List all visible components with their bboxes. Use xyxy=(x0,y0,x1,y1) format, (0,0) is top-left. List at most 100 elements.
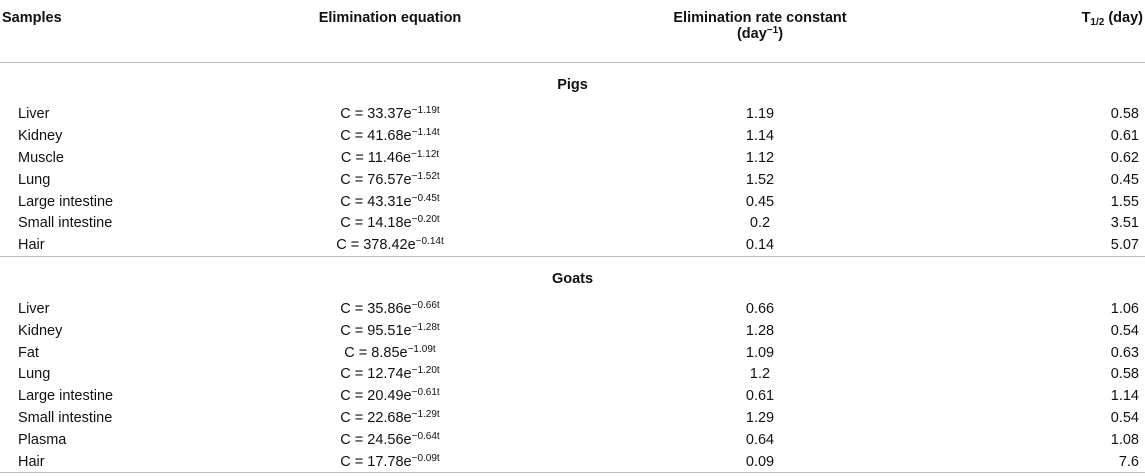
equation-cell: C = 33.37e−1.19t xyxy=(230,104,550,126)
equation-cell: C = 95.51e−1.28t xyxy=(230,320,550,342)
equation-cell: C = 378.42e−0.14t xyxy=(230,234,550,256)
group-row: Pigs xyxy=(0,62,1145,104)
header-equation: Elimination equation xyxy=(318,10,462,26)
half-life-cell: 0.61 xyxy=(1110,128,1139,145)
equation-base: C = 95.51e xyxy=(340,322,412,339)
table-row: Hair C = 378.42e−0.14t 0.14 5.07 xyxy=(0,234,1145,257)
rate-constant-cell: 0.64 xyxy=(745,431,775,448)
header-rate-suffix: ) xyxy=(778,26,784,42)
half-life-cell: 0.54 xyxy=(1110,409,1139,426)
equation-cell: C = 43.31e−0.45t xyxy=(230,191,550,213)
equation-exponent: −0.61t xyxy=(411,387,440,399)
sample-cell: Plasma xyxy=(18,431,67,448)
table-row: Kidney C = 95.51e−1.28t 1.28 0.54 xyxy=(0,320,1145,342)
equation-cell: C = 8.85e−1.09t xyxy=(230,342,550,364)
equation-base: C = 22.68e xyxy=(340,409,412,426)
equation-cell: C = 17.78e−0.09t xyxy=(230,451,550,473)
half-life-cell: 0.62 xyxy=(1110,149,1139,166)
table-row: Small intestine C = 22.68e−1.29t 1.29 0.54 xyxy=(0,407,1145,429)
half-life-cell: 5.07 xyxy=(1110,237,1139,254)
sample-cell: Lung xyxy=(18,171,51,188)
equation-base: C = 20.49e xyxy=(340,388,412,405)
equation-base: C = 35.86e xyxy=(340,300,412,317)
equation-exponent: −1.12t xyxy=(411,148,440,160)
header-samples: Samples xyxy=(2,10,62,26)
sample-cell: Kidney xyxy=(18,128,63,145)
rate-constant-cell: 1.2 xyxy=(749,366,771,383)
half-life-cell: 1.08 xyxy=(1110,431,1139,448)
equation-cell: C = 11.46e−1.12t xyxy=(230,147,550,169)
header-row: Samples Elimination equation Elimination… xyxy=(0,0,1145,62)
half-life-cell: 0.63 xyxy=(1110,344,1139,361)
table-row: Hair C = 17.78e−0.09t 0.09 7.6 xyxy=(0,451,1145,473)
half-life-cell: 0.45 xyxy=(1110,171,1139,188)
header-rate-constant: Elimination rate constant (day−1) xyxy=(550,0,970,62)
table-row: Small intestine C = 14.18e−0.20t 0.2 3.51 xyxy=(0,212,1145,234)
group-row: Goats xyxy=(0,256,1145,299)
half-life-cell: 0.58 xyxy=(1110,106,1139,123)
rate-constant-cell: 0.45 xyxy=(745,193,775,210)
sample-cell: Liver xyxy=(18,106,50,123)
equation-cell: C = 35.86e−0.66t xyxy=(230,298,550,320)
equation-exponent: −0.45t xyxy=(411,192,440,204)
table-body: Pigs Liver C = 33.37e−1.19t 1.19 0.58 Kidney C… xyxy=(0,62,1145,473)
table-row: Plasma C = 24.56e−0.64t 0.64 1.08 xyxy=(0,429,1145,451)
table-row: Liver C = 33.37e−1.19t 1.19 0.58 xyxy=(0,104,1145,126)
rate-constant-cell: 1.28 xyxy=(745,322,775,339)
sample-cell: Hair xyxy=(18,453,45,470)
rate-constant-cell: 0.66 xyxy=(745,300,775,317)
equation-exponent: −1.09t xyxy=(407,343,436,355)
rate-constant-cell: 1.19 xyxy=(745,106,775,123)
rate-constant-cell: 1.29 xyxy=(745,409,775,426)
rate-constant-cell: 1.14 xyxy=(745,128,775,145)
sample-cell: Kidney xyxy=(18,322,63,339)
equation-cell: C = 14.18e−0.20t xyxy=(230,212,550,234)
equation-exponent: −1.28t xyxy=(411,321,440,333)
rate-constant-cell: 1.12 xyxy=(745,149,775,166)
table-row: Muscle C = 11.46e−1.12t 1.12 0.62 xyxy=(0,147,1145,169)
group-label: Pigs xyxy=(557,76,588,93)
table-row: Large intestine C = 43.31e−0.45t 0.45 1.55 xyxy=(0,191,1145,213)
rate-constant-cell: 1.52 xyxy=(745,171,775,188)
equation-exponent: −0.20t xyxy=(411,214,440,226)
half-life-cell: 0.54 xyxy=(1110,322,1139,339)
equation-base: C = 24.56e xyxy=(340,431,412,448)
equation-exponent: −0.64t xyxy=(411,430,440,442)
equation-base: C = 14.18e xyxy=(340,215,412,232)
sample-cell: Large intestine xyxy=(18,193,114,210)
equation-exponent: −1.20t xyxy=(411,365,440,377)
header-half-life-main: T xyxy=(1081,10,1091,26)
equation-cell: C = 76.57e−1.52t xyxy=(230,169,550,191)
sample-cell: Fat xyxy=(18,344,39,361)
equation-base: C = 12.74e xyxy=(340,366,412,383)
group-label: Goats xyxy=(551,271,594,288)
half-life-cell: 1.14 xyxy=(1110,388,1139,405)
header-rate-line2: (day−1) xyxy=(737,26,784,43)
equation-base: C = 17.78e xyxy=(340,453,412,470)
table-row: Lung C = 76.57e−1.52t 1.52 0.45 xyxy=(0,169,1145,191)
equation-base: C = 43.31e xyxy=(340,193,412,210)
rate-constant-cell: 0.09 xyxy=(745,453,775,470)
rate-constant-cell: 0.61 xyxy=(745,388,775,405)
half-life-cell: 0.58 xyxy=(1110,366,1139,383)
equation-exponent: −1.52t xyxy=(411,170,440,182)
half-life-cell: 3.51 xyxy=(1110,215,1139,232)
rate-constant-cell: 0.14 xyxy=(745,237,775,254)
equation-exponent: −0.14t xyxy=(415,236,444,248)
equation-cell: C = 20.49e−0.61t xyxy=(230,385,550,407)
sample-cell: Small intestine xyxy=(18,215,113,232)
header-half-life-sub: 1/2 xyxy=(1090,17,1105,28)
half-life-cell: 1.55 xyxy=(1110,193,1139,210)
equation-base: C = 33.37e xyxy=(340,106,412,123)
sample-cell: Hair xyxy=(18,237,45,254)
sample-cell: Small intestine xyxy=(18,409,113,426)
equation-exponent: −0.09t xyxy=(411,452,440,464)
header-half-life-suffix: (day) xyxy=(1104,10,1143,26)
table-row: Liver C = 35.86e−0.66t 0.66 1.06 xyxy=(0,298,1145,320)
sample-cell: Large intestine xyxy=(18,388,114,405)
equation-exponent: −1.14t xyxy=(411,127,440,139)
equation-cell: C = 22.68e−1.29t xyxy=(230,407,550,429)
sample-cell: Liver xyxy=(18,300,50,317)
